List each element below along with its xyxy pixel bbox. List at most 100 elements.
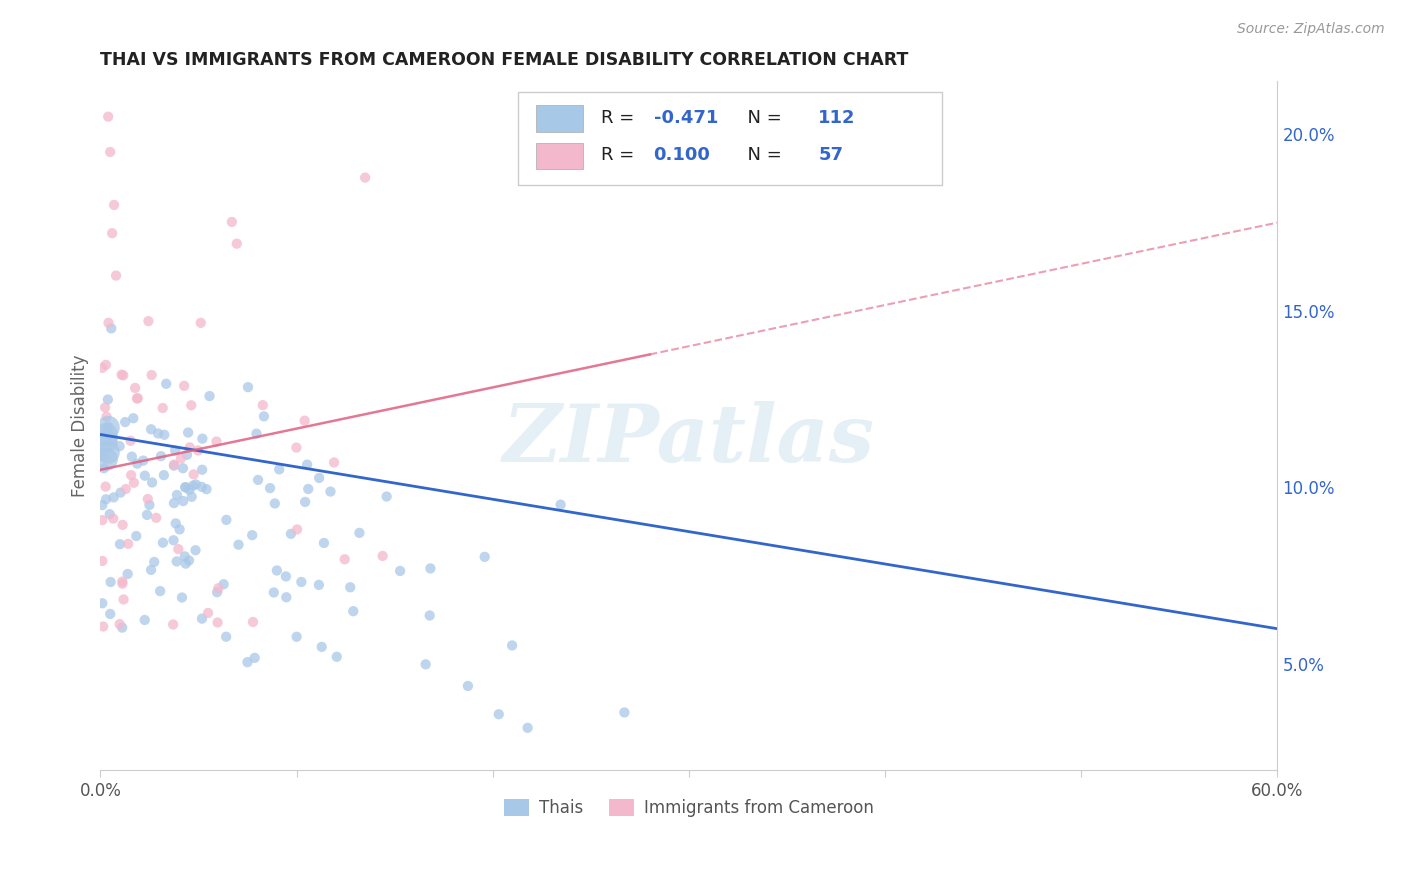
- Point: [295, 458, 318, 472]
- Point: [184, 543, 207, 558]
- Point: [266, 564, 288, 578]
- Point: [125, 529, 148, 543]
- Point: [207, 615, 229, 630]
- Point: [98, 607, 121, 621]
- Point: [145, 511, 167, 525]
- Point: [125, 392, 148, 406]
- Point: [326, 649, 349, 664]
- Point: [375, 490, 398, 504]
- Point: [91, 498, 114, 512]
- Legend: Thais, Immigrants from Cameroon: Thais, Immigrants from Cameroon: [498, 792, 880, 823]
- Text: -0.471: -0.471: [654, 109, 718, 127]
- Point: [488, 707, 510, 722]
- Point: [94, 358, 117, 372]
- Point: [152, 401, 174, 415]
- Point: [127, 457, 149, 471]
- Point: [191, 463, 214, 477]
- Point: [134, 613, 156, 627]
- Text: N =: N =: [735, 146, 787, 164]
- Point: [187, 443, 209, 458]
- Point: [91, 596, 114, 610]
- Point: [181, 478, 204, 492]
- Point: [100, 321, 122, 335]
- Point: [419, 561, 441, 575]
- Point: [221, 215, 243, 229]
- Text: 0.100: 0.100: [654, 146, 710, 164]
- Point: [174, 480, 197, 494]
- Point: [191, 480, 214, 494]
- Point: [252, 398, 274, 412]
- Text: 57: 57: [818, 146, 844, 164]
- Point: [139, 563, 162, 577]
- Point: [122, 475, 145, 490]
- Point: [108, 537, 131, 551]
- Point: [138, 314, 160, 328]
- Point: [169, 522, 191, 536]
- Point: [184, 477, 207, 491]
- Text: 112: 112: [818, 109, 856, 127]
- Point: [191, 432, 214, 446]
- Point: [285, 523, 308, 537]
- Point: [180, 490, 202, 504]
- Point: [120, 434, 142, 448]
- Point: [91, 450, 114, 464]
- Point: [136, 491, 159, 506]
- Point: [97, 392, 120, 407]
- Point: [152, 535, 174, 549]
- Point: [172, 461, 194, 475]
- Point: [111, 517, 134, 532]
- Text: ZIPatlas: ZIPatlas: [503, 401, 875, 478]
- Point: [179, 441, 201, 455]
- Point: [253, 409, 276, 424]
- Y-axis label: Female Disability: Female Disability: [72, 354, 89, 497]
- Point: [183, 467, 205, 482]
- Point: [167, 542, 190, 557]
- Point: [179, 483, 201, 497]
- Point: [172, 494, 194, 508]
- Point: [173, 379, 195, 393]
- Point: [98, 507, 121, 521]
- Point: [96, 409, 118, 424]
- Point: [97, 445, 120, 459]
- Point: [108, 439, 131, 453]
- Point: [259, 481, 281, 495]
- Point: [173, 549, 195, 564]
- Point: [339, 580, 361, 594]
- Point: [177, 553, 200, 567]
- Point: [97, 110, 120, 124]
- Point: [136, 508, 159, 522]
- Point: [240, 528, 263, 542]
- Point: [163, 458, 186, 473]
- Text: Source: ZipAtlas.com: Source: ZipAtlas.com: [1237, 22, 1385, 37]
- Point: [170, 591, 193, 605]
- Point: [105, 268, 128, 283]
- Point: [166, 488, 188, 502]
- Point: [108, 617, 131, 632]
- Point: [93, 461, 115, 475]
- Point: [163, 496, 186, 510]
- Point: [323, 455, 346, 469]
- Point: [276, 591, 298, 605]
- Point: [205, 585, 228, 599]
- Point: [319, 484, 342, 499]
- FancyBboxPatch shape: [519, 92, 942, 185]
- Point: [419, 608, 441, 623]
- Point: [198, 389, 221, 403]
- Point: [294, 495, 316, 509]
- Point: [101, 434, 124, 449]
- Point: [308, 471, 330, 485]
- Point: [215, 630, 238, 644]
- Point: [312, 536, 335, 550]
- Point: [191, 612, 214, 626]
- Point: [163, 458, 186, 472]
- Point: [290, 574, 312, 589]
- FancyBboxPatch shape: [536, 143, 583, 169]
- Point: [96, 427, 118, 442]
- Point: [207, 581, 229, 595]
- Point: [269, 462, 291, 476]
- Point: [474, 549, 496, 564]
- Point: [180, 398, 202, 412]
- Point: [150, 449, 173, 463]
- Point: [205, 434, 228, 449]
- Point: [228, 538, 250, 552]
